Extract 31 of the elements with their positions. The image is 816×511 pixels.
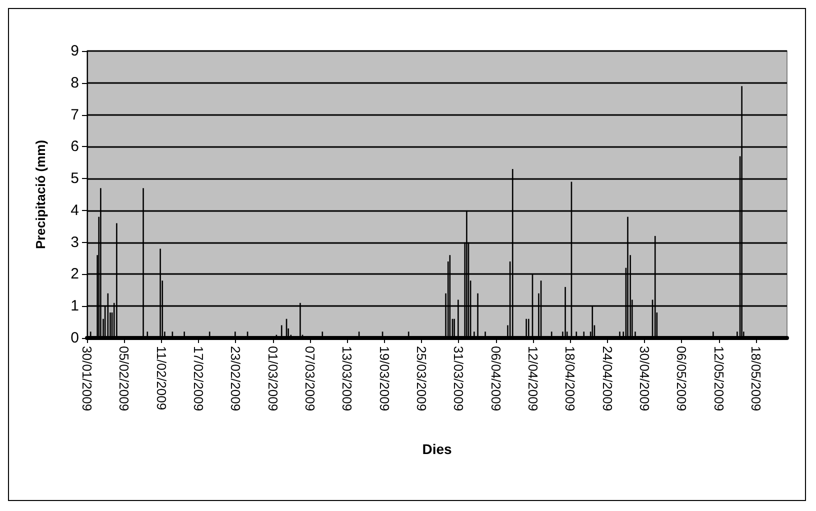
x-tick-label: 06/04/2009 bbox=[488, 346, 504, 412]
x-tick-label: 12/05/2009 bbox=[711, 346, 726, 412]
x-tick-label: 05/02/2009 bbox=[116, 346, 132, 412]
y-axis-title: Precipitació (mm) bbox=[33, 140, 48, 250]
x-tick-label: 06/05/2009 bbox=[674, 346, 690, 412]
y-tick-label: 4 bbox=[70, 202, 79, 219]
x-tick-label: 18/05/2009 bbox=[748, 346, 764, 412]
x-tick-label: 30/04/2009 bbox=[637, 346, 652, 412]
x-tick-label: 13/03/2009 bbox=[340, 346, 355, 412]
x-tick-label: 30/01/2009 bbox=[80, 346, 94, 412]
x-tick-label: 11/02/2009 bbox=[154, 346, 169, 410]
x-axis-title: Dies bbox=[422, 441, 452, 457]
x-tick-label: 25/03/2009 bbox=[414, 346, 430, 412]
x-tick-label: 12/04/2009 bbox=[526, 346, 541, 412]
y-tick-label: 3 bbox=[70, 234, 79, 251]
y-tick-label: 1 bbox=[70, 298, 79, 315]
y-tick-label: 7 bbox=[70, 106, 79, 124]
x-tick-label: 23/02/2009 bbox=[228, 346, 244, 412]
y-tick-label: 2 bbox=[70, 266, 79, 283]
y-tick-label: 9 bbox=[70, 42, 79, 60]
x-tick-label: 01/03/2009 bbox=[265, 346, 280, 412]
x-tick-label: 19/03/2009 bbox=[376, 346, 392, 412]
x-tick-label: 07/03/2009 bbox=[302, 346, 318, 412]
y-tick-label: 0 bbox=[70, 330, 79, 346]
x-tick-label: 24/04/2009 bbox=[600, 346, 615, 412]
y-tick-label: 5 bbox=[70, 170, 79, 188]
y-tick-label: 6 bbox=[70, 138, 79, 156]
x-tick-label: 17/02/2009 bbox=[191, 346, 206, 412]
x-tick-label: 31/03/2009 bbox=[451, 346, 466, 412]
y-tick-label: 8 bbox=[70, 74, 79, 92]
x-tick-label: 18/04/2009 bbox=[562, 346, 578, 412]
